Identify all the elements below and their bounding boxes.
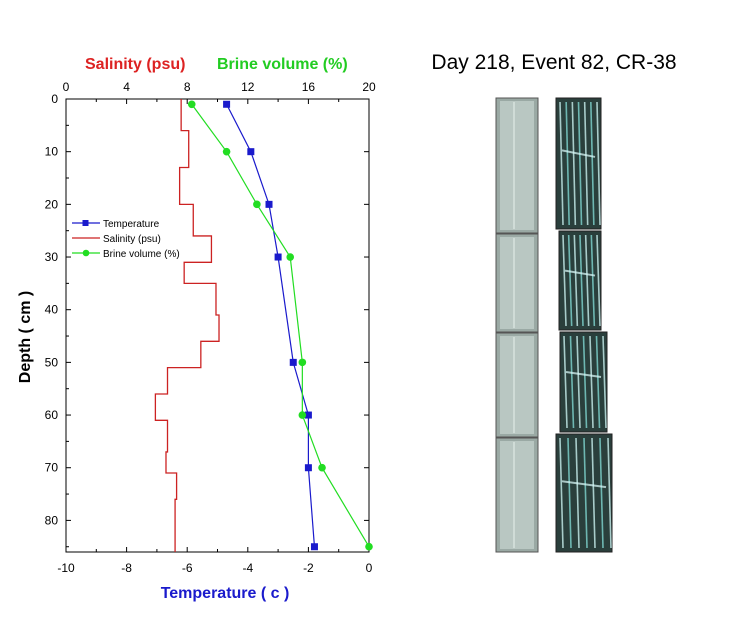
brine-point-7 <box>365 542 373 551</box>
temperature-point-0 <box>223 100 231 108</box>
y-tick-label-3: 30 <box>45 250 59 264</box>
y-tick-label-6: 60 <box>45 408 59 422</box>
core-photo-left-3 <box>495 437 539 553</box>
legend: Temperature Salinity (psu) Brine volume (%… <box>72 219 180 260</box>
legend-marker-2 <box>82 249 90 257</box>
core-photo-right-0 <box>555 97 602 230</box>
series-line-0 <box>226 103 316 547</box>
legend-label-2: Brine volume (%) <box>103 249 180 260</box>
temperature-point-3 <box>274 253 282 261</box>
y-tick-label-2: 20 <box>45 197 59 211</box>
temperature-point-2 <box>265 200 273 208</box>
chart-title: Day 218, Event 82, CR-38 <box>431 51 676 74</box>
legend-label-1: Salinity (psu) <box>103 234 161 245</box>
series-2 <box>187 100 373 551</box>
top-tick-label-1: 4 <box>123 80 130 94</box>
top-tick-label-5: 20 <box>362 80 376 94</box>
ice-core-images <box>495 97 613 553</box>
temperature-point-1 <box>247 148 255 156</box>
y-tick-label-1: 10 <box>45 145 59 159</box>
brine-point-1 <box>222 147 231 156</box>
legend-marker-0 <box>82 220 89 226</box>
plot-frame <box>65 98 370 553</box>
y-tick-label-8: 80 <box>45 513 59 527</box>
core-photo-right-2 <box>559 331 608 433</box>
brine-point-0 <box>187 100 196 109</box>
top-tick-label-0: 0 <box>63 80 70 94</box>
depth-axis-title: Depth ( cm ) <box>17 291 34 383</box>
brine-point-3 <box>286 253 295 261</box>
bottom-tick-label-5: 0 <box>366 561 373 575</box>
top-tick-label-3: 12 <box>241 80 255 94</box>
temperature-point-4 <box>289 358 297 366</box>
temperature-point-5 <box>304 411 312 419</box>
temperature-axis-title: Temperature ( c ) <box>161 585 290 602</box>
core-photo-right-3 <box>555 433 613 553</box>
brine-axis-title: Brine volume (%) <box>217 56 348 73</box>
series-line-2 <box>191 103 370 548</box>
core-photo-left-2 <box>495 332 539 438</box>
series-0 <box>223 100 318 551</box>
y-tick-label-0: 0 <box>51 92 58 106</box>
brine-point-5 <box>298 411 307 419</box>
bottom-tick-label-2: -6 <box>182 561 193 575</box>
brine-point-4 <box>298 358 307 367</box>
top-tick-label-4: 16 <box>302 80 316 94</box>
temperature-point-7 <box>310 543 318 551</box>
temperature-point-6 <box>304 464 312 472</box>
bottom-tick-label-4: -2 <box>303 561 314 575</box>
series-layer <box>154 99 373 552</box>
legend-label-0: Temperature <box>103 219 160 230</box>
series-1 <box>154 99 220 552</box>
bottom-tick-label-0: -10 <box>57 561 75 575</box>
salinity-step-line <box>154 99 220 552</box>
bottom-tick-label-1: -8 <box>121 561 132 575</box>
top-tick-label-2: 8 <box>184 80 191 94</box>
y-tick-label-4: 40 <box>45 303 59 317</box>
brine-point-6 <box>318 463 326 472</box>
y-tick-label-5: 50 <box>45 355 59 369</box>
core-photo-right-1 <box>558 230 602 331</box>
salinity-axis-title: Salinity (psu) <box>85 56 185 73</box>
core-photo-left-0 <box>495 97 539 234</box>
bottom-tick-label-3: -4 <box>242 561 253 575</box>
core-photo-left-1 <box>495 233 539 333</box>
y-tick-label-7: 70 <box>45 461 59 475</box>
brine-point-2 <box>253 200 261 209</box>
